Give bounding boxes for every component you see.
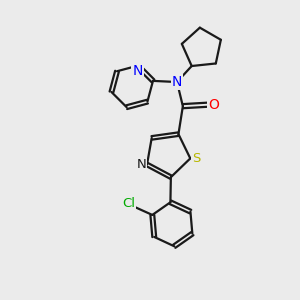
Text: Cl: Cl: [122, 197, 135, 210]
Text: S: S: [192, 152, 200, 165]
Text: O: O: [208, 98, 219, 112]
Text: N: N: [133, 64, 143, 78]
Text: N: N: [172, 75, 182, 89]
Text: N: N: [136, 158, 146, 171]
